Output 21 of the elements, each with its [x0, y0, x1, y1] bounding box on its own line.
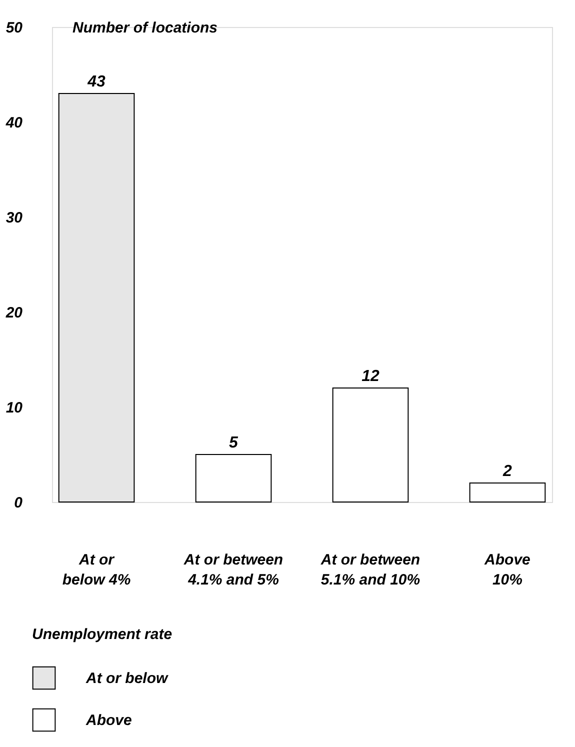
y-tick-label: 30 [6, 210, 24, 226]
data-label: 12 [362, 368, 380, 385]
y-tick-label: 10 [6, 400, 24, 416]
y-axis-title: Number of locations [72, 20, 218, 36]
x-tick-label: At or between 5.1% and 10% [320, 552, 420, 588]
bar [332, 388, 409, 502]
y-tick-label: 50 [6, 20, 24, 36]
data-label: 43 [86, 74, 106, 90]
bar [469, 482, 546, 502]
x-tick-label: At or between 4.1% and 5% [182, 552, 284, 588]
y-tick-label: 20 [4, 304, 24, 322]
y-tick-label: 40 [4, 114, 24, 132]
x-tick-label: At or below 4% [62, 552, 131, 588]
bar [195, 454, 272, 502]
data-label: 2 [502, 463, 512, 480]
data-label: 5 [229, 434, 240, 452]
legend-label: At or below [85, 670, 169, 687]
x-tick-label: Above 10% [484, 552, 530, 588]
x-axis-title: Unemployment rate [32, 626, 172, 643]
y-tick-label: 0 [14, 494, 24, 512]
legend-label: Above [85, 712, 132, 729]
